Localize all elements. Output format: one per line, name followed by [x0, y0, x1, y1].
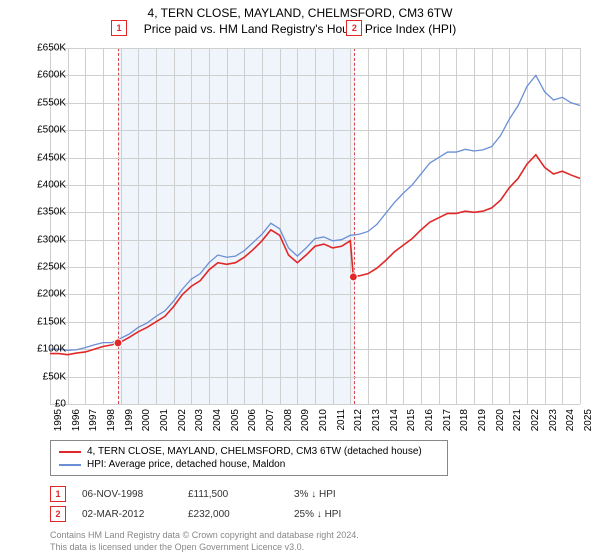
series-property [50, 155, 580, 355]
xtick-label: 2016 [424, 409, 435, 431]
ytick-label: £100K [22, 344, 66, 355]
ytick-label: £400K [22, 179, 66, 190]
event-diff-1: 3% ↓ HPI [294, 489, 384, 500]
line-series [50, 48, 580, 404]
ytick-label: £500K [22, 125, 66, 136]
xtick-label: 2017 [442, 409, 453, 431]
xtick-label: 1995 [53, 409, 64, 431]
chart-container: 4, TERN CLOSE, MAYLAND, CHELMSFORD, CM3 … [0, 0, 600, 560]
xtick-label: 2007 [265, 409, 276, 431]
license-text: Contains HM Land Registry data © Crown c… [50, 530, 580, 553]
event-diff-2: 25% ↓ HPI [294, 509, 384, 520]
ytick-label: £450K [22, 152, 66, 163]
xtick-label: 2010 [318, 409, 329, 431]
ytick-label: £50K [22, 371, 66, 382]
xtick-label: 2004 [212, 409, 223, 431]
marker-dot-1 [114, 339, 122, 347]
marker-label-1: 1 [111, 20, 127, 36]
legend-label-property: 4, TERN CLOSE, MAYLAND, CHELMSFORD, CM3 … [87, 446, 422, 457]
ytick-label: £0 [22, 399, 66, 410]
xtick-label: 2019 [477, 409, 488, 431]
xtick-label: 2024 [565, 409, 576, 431]
ytick-label: £600K [22, 70, 66, 81]
legend-row-property: 4, TERN CLOSE, MAYLAND, CHELMSFORD, CM3 … [59, 445, 439, 458]
xtick-label: 2005 [230, 409, 241, 431]
event-price-1: £111,500 [188, 489, 278, 500]
xtick-label: 2021 [512, 409, 523, 431]
chart-area: 12 [50, 48, 580, 404]
xtick-label: 2002 [177, 409, 188, 431]
series-hpi [50, 75, 580, 350]
event-date-2: 02-MAR-2012 [82, 509, 172, 520]
ytick-label: £350K [22, 207, 66, 218]
xtick-label: 1999 [124, 409, 135, 431]
marker-dot-2 [349, 273, 357, 281]
xtick-label: 1996 [71, 409, 82, 431]
xtick-label: 2013 [371, 409, 382, 431]
xtick-label: 2008 [283, 409, 294, 431]
xtick-label: 2022 [530, 409, 541, 431]
marker-label-2: 2 [346, 20, 362, 36]
xtick-label: 1998 [106, 409, 117, 431]
legend-box: 4, TERN CLOSE, MAYLAND, CHELMSFORD, CM3 … [50, 440, 448, 476]
ytick-label: £550K [22, 97, 66, 108]
xtick-label: 1997 [88, 409, 99, 431]
event-row-2: 2 02-MAR-2012 £232,000 25% ↓ HPI [50, 506, 580, 522]
xtick-label: 2012 [353, 409, 364, 431]
event-price-2: £232,000 [188, 509, 278, 520]
license-line1: Contains HM Land Registry data © Crown c… [50, 530, 580, 542]
license-line2: This data is licensed under the Open Gov… [50, 542, 580, 554]
xtick-label: 2014 [389, 409, 400, 431]
xtick-label: 2020 [495, 409, 506, 431]
event-marker-1: 1 [50, 486, 66, 502]
xtick-label: 2003 [194, 409, 205, 431]
ytick-label: £300K [22, 234, 66, 245]
ytick-label: £250K [22, 262, 66, 273]
event-date-1: 06-NOV-1998 [82, 489, 172, 500]
event-row-1: 1 06-NOV-1998 £111,500 3% ↓ HPI [50, 486, 580, 502]
xtick-label: 2015 [406, 409, 417, 431]
xtick-label: 2023 [548, 409, 559, 431]
events-table: 1 06-NOV-1998 £111,500 3% ↓ HPI 2 02-MAR… [50, 486, 580, 522]
title-line2: Price paid vs. HM Land Registry's House … [0, 22, 600, 38]
title-block: 4, TERN CLOSE, MAYLAND, CHELMSFORD, CM3 … [0, 0, 600, 37]
legend-label-hpi: HPI: Average price, detached house, Mald… [87, 459, 285, 470]
ytick-label: £150K [22, 316, 66, 327]
event-marker-2: 2 [50, 506, 66, 522]
xtick-label: 2011 [336, 409, 347, 431]
legend-row-hpi: HPI: Average price, detached house, Mald… [59, 458, 439, 471]
xtick-label: 2000 [141, 409, 152, 431]
xtick-label: 2018 [459, 409, 470, 431]
xtick-label: 2009 [300, 409, 311, 431]
legend-section: 4, TERN CLOSE, MAYLAND, CHELMSFORD, CM3 … [50, 440, 580, 553]
ytick-label: £650K [22, 43, 66, 54]
xtick-label: 2006 [247, 409, 258, 431]
ytick-label: £200K [22, 289, 66, 300]
legend-swatch-property [59, 451, 81, 453]
xtick-label: 2001 [159, 409, 170, 431]
title-line1: 4, TERN CLOSE, MAYLAND, CHELMSFORD, CM3 … [0, 6, 600, 22]
legend-swatch-hpi [59, 464, 81, 466]
xtick-label: 2025 [583, 409, 594, 431]
